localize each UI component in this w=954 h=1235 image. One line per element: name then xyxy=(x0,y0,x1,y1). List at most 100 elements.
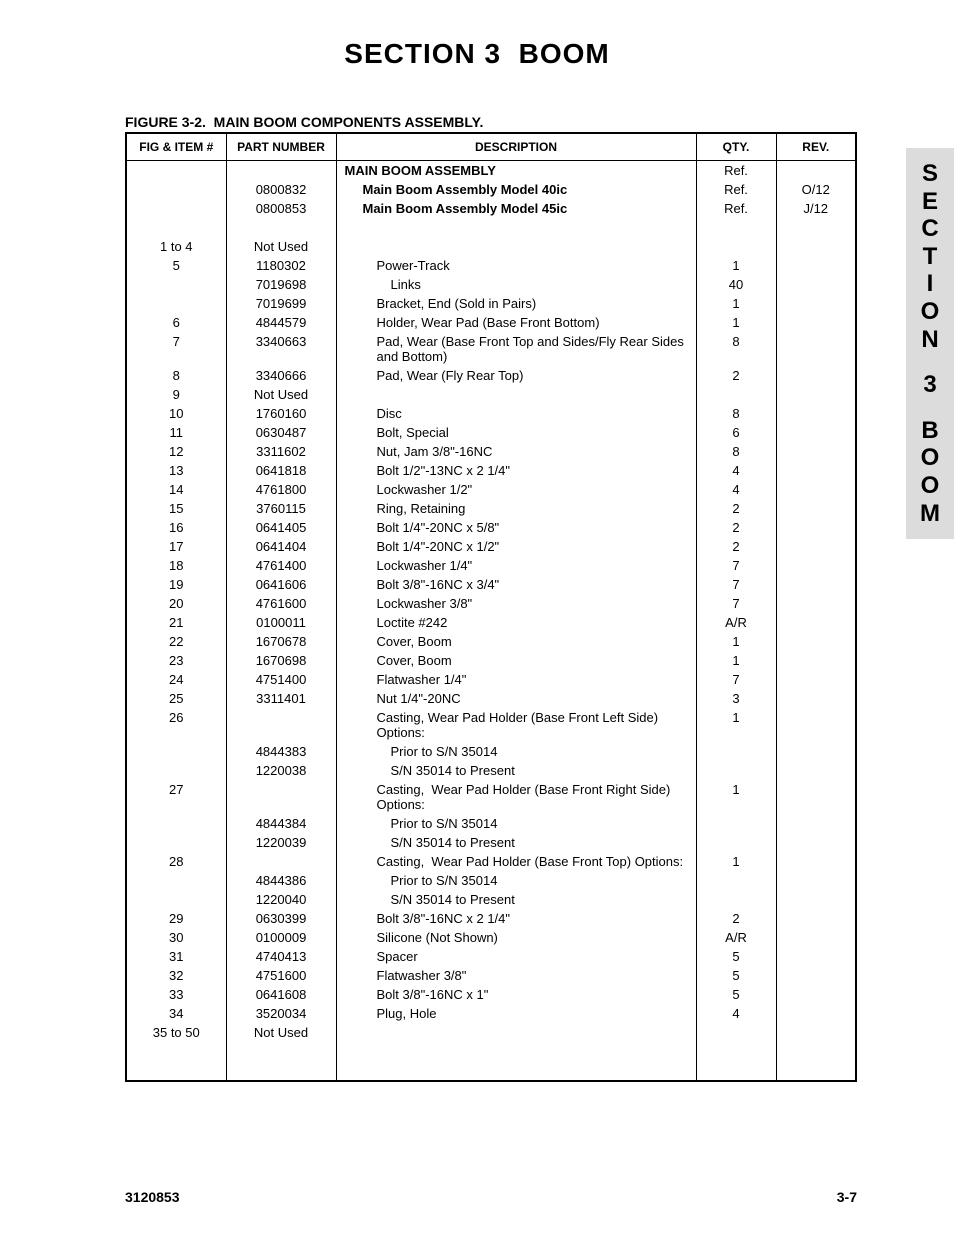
cell-part: 0641404 xyxy=(226,537,336,556)
cell-qty: 5 xyxy=(696,947,776,966)
cell-part: 3760115 xyxy=(226,499,336,518)
cell-qty xyxy=(696,871,776,890)
cell-qty: 4 xyxy=(696,1004,776,1023)
cell-qty: 1 xyxy=(696,780,776,814)
header-rev: REV. xyxy=(776,133,856,161)
cell-qty: 7 xyxy=(696,575,776,594)
cell-qty: Ref. xyxy=(696,199,776,218)
table-row: 314740413Spacer5 xyxy=(126,947,856,966)
cell-fig: 5 xyxy=(126,256,226,275)
cell-fig: 14 xyxy=(126,480,226,499)
header-fig: FIG & ITEM # xyxy=(126,133,226,161)
cell-qty: Ref. xyxy=(696,180,776,199)
cell-qty: 1 xyxy=(696,852,776,871)
table-row: 64844579Holder, Wear Pad (Base Front Bot… xyxy=(126,313,856,332)
cell-part: 7019699 xyxy=(226,294,336,313)
header-qty: QTY. xyxy=(696,133,776,161)
cell-part: 1180302 xyxy=(226,256,336,275)
table-body: MAIN BOOM ASSEMBLYRef.0800832Main Boom A… xyxy=(126,161,856,1082)
cell-part: 4844384 xyxy=(226,814,336,833)
cell-part: 0100009 xyxy=(226,928,336,947)
cell-rev xyxy=(776,313,856,332)
cell-qty: 1 xyxy=(696,708,776,742)
cell-qty: 1 xyxy=(696,256,776,275)
cell-part: 4844383 xyxy=(226,742,336,761)
cell-part: 0641818 xyxy=(226,461,336,480)
cell-desc: Casting, Wear Pad Holder (Base Front Lef… xyxy=(336,708,696,742)
cell-part: 1220038 xyxy=(226,761,336,780)
cell-desc: Bolt 1/2"-13NC x 2 1/4" xyxy=(336,461,696,480)
cell-desc: Prior to S/N 35014 xyxy=(336,742,696,761)
cell-qty: 5 xyxy=(696,985,776,1004)
cell-desc: Ring, Retaining xyxy=(336,499,696,518)
cell-desc: Casting, Wear Pad Holder (Base Front Rig… xyxy=(336,780,696,814)
table-row: 290630399Bolt 3/8"-16NC x 2 1/4"2 xyxy=(126,909,856,928)
cell-qty xyxy=(696,761,776,780)
cell-fig: 34 xyxy=(126,1004,226,1023)
cell-fig: 27 xyxy=(126,780,226,814)
side-tab-letter: E xyxy=(906,188,954,216)
cell-part: 4761400 xyxy=(226,556,336,575)
cell-desc xyxy=(336,237,696,256)
cell-fig xyxy=(126,180,226,199)
cell-qty: 8 xyxy=(696,332,776,366)
cell-qty: Ref. xyxy=(696,161,776,181)
cell-fig: 9 xyxy=(126,385,226,404)
cell-rev xyxy=(776,423,856,442)
cell-fig: 26 xyxy=(126,708,226,742)
cell-qty xyxy=(696,237,776,256)
cell-fig xyxy=(126,890,226,909)
table-row: 123311602Nut, Jam 3/8"-16NC8 xyxy=(126,442,856,461)
cell-rev xyxy=(776,256,856,275)
cell-part: 1760160 xyxy=(226,404,336,423)
cell-rev xyxy=(776,499,856,518)
cell-fig: 7 xyxy=(126,332,226,366)
cell-qty: 7 xyxy=(696,594,776,613)
table-row: 153760115Ring, Retaining2 xyxy=(126,499,856,518)
cell-fig: 6 xyxy=(126,313,226,332)
table-row: 101760160Disc8 xyxy=(126,404,856,423)
cell-rev xyxy=(776,161,856,181)
cell-rev xyxy=(776,928,856,947)
cell-desc: Nut 1/4"-20NC xyxy=(336,689,696,708)
cell-fig: 18 xyxy=(126,556,226,575)
cell-fig xyxy=(126,161,226,181)
cell-desc: Disc xyxy=(336,404,696,423)
side-tab-letter: N xyxy=(906,326,954,354)
table-row: 204761600Lockwasher 3/8"7 xyxy=(126,594,856,613)
header-desc: DESCRIPTION xyxy=(336,133,696,161)
cell-qty: 2 xyxy=(696,909,776,928)
cell-desc: Prior to S/N 35014 xyxy=(336,814,696,833)
side-tab-letter: 3 xyxy=(906,371,954,399)
header-part: PART NUMBER xyxy=(226,133,336,161)
cell-qty: 1 xyxy=(696,313,776,332)
cell-rev xyxy=(776,670,856,689)
cell-fig xyxy=(126,218,226,237)
cell-part: 4761800 xyxy=(226,480,336,499)
cell-part: 4751600 xyxy=(226,966,336,985)
table-row: 210100011Loctite #242A/R xyxy=(126,613,856,632)
table-row: 343520034Plug, Hole4 xyxy=(126,1004,856,1023)
cell-part: 0641405 xyxy=(226,518,336,537)
footer-left: 3120853 xyxy=(125,1189,180,1205)
table-row: 0800832Main Boom Assembly Model 40icRef.… xyxy=(126,180,856,199)
table-row: 160641405Bolt 1/4"-20NC x 5/8"2 xyxy=(126,518,856,537)
footer-right: 3-7 xyxy=(837,1189,857,1205)
cell-part xyxy=(226,852,336,871)
cell-rev xyxy=(776,985,856,1004)
cell-qty xyxy=(696,742,776,761)
cell-fig: 23 xyxy=(126,651,226,670)
cell-rev xyxy=(776,966,856,985)
table-row: 4844384Prior to S/N 35014 xyxy=(126,814,856,833)
cell-fig: 11 xyxy=(126,423,226,442)
cell-rev xyxy=(776,689,856,708)
cell-fig: 29 xyxy=(126,909,226,928)
cell-fig xyxy=(126,761,226,780)
cell-rev xyxy=(776,442,856,461)
cell-desc xyxy=(336,1023,696,1081)
cell-rev xyxy=(776,814,856,833)
cell-rev xyxy=(776,780,856,814)
cell-desc: Bracket, End (Sold in Pairs) xyxy=(336,294,696,313)
cell-qty xyxy=(696,385,776,404)
cell-rev xyxy=(776,332,856,366)
